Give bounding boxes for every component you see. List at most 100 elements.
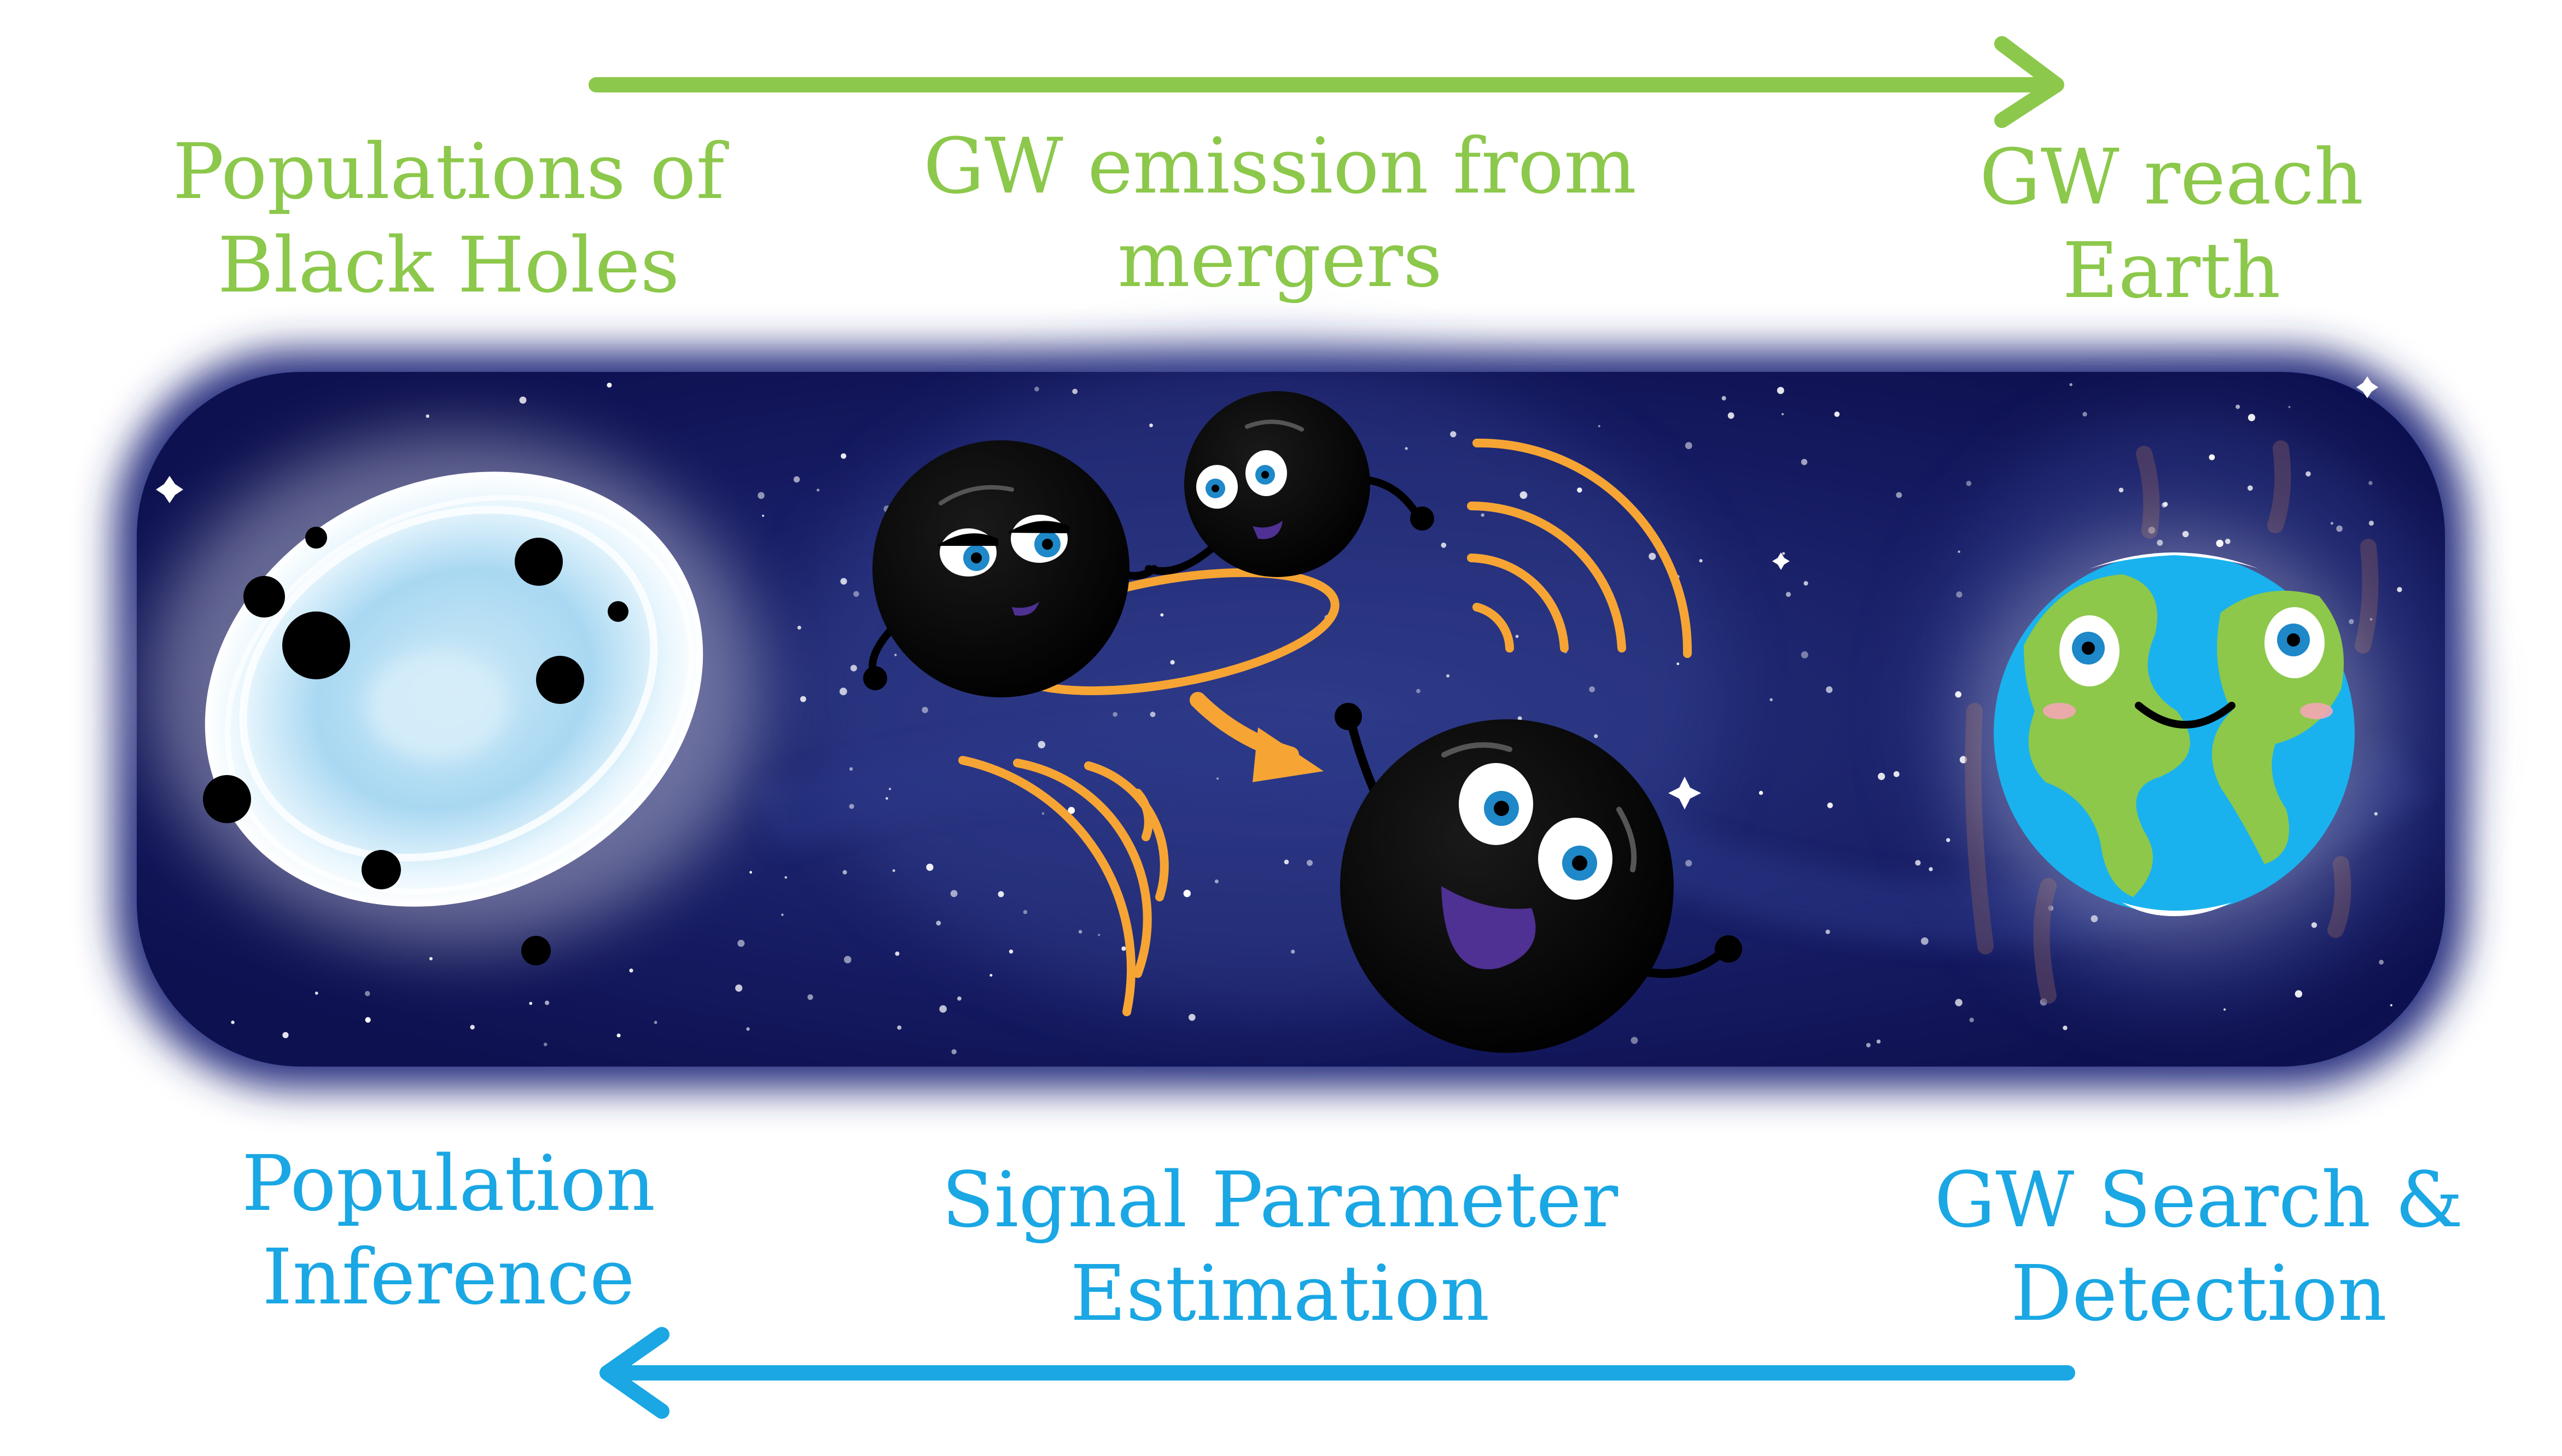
star — [1929, 867, 1933, 871]
star — [2069, 383, 2072, 386]
star — [1416, 689, 1420, 694]
star — [842, 870, 847, 875]
star — [2336, 525, 2343, 532]
star — [2368, 481, 2373, 485]
star — [1034, 386, 1039, 392]
star — [749, 871, 752, 874]
star — [2082, 412, 2087, 417]
star — [2247, 413, 2256, 422]
star — [1958, 550, 1960, 553]
star — [1955, 999, 1963, 1006]
star — [735, 984, 743, 992]
star — [1170, 660, 1175, 665]
label-population-inference: Population Inference — [120, 1138, 777, 1325]
star — [1113, 712, 1117, 717]
star — [616, 1033, 621, 1038]
star — [1441, 543, 1447, 548]
label-parameter-estimation: Signal Parameter Estimation — [897, 1154, 1663, 1341]
star — [1149, 423, 1153, 428]
star — [1041, 812, 1045, 815]
star — [1481, 513, 1484, 517]
star — [2063, 1026, 2068, 1030]
star — [2305, 471, 2311, 477]
star — [850, 665, 857, 672]
star — [784, 876, 787, 879]
star — [2390, 1004, 2392, 1006]
star — [1786, 592, 1791, 597]
arrow-left-icon — [599, 1327, 2075, 1419]
star — [1826, 686, 1833, 693]
star — [892, 869, 895, 872]
label-emission-line2: mergers — [1117, 215, 1442, 305]
label-population-inference-line2: Inference — [262, 1232, 635, 1322]
star — [1769, 698, 1773, 702]
star — [897, 1025, 902, 1030]
star — [1649, 552, 1656, 560]
star — [1915, 860, 1921, 866]
star — [1216, 777, 1219, 780]
label-search-detection-line1: GW Search & — [1934, 1156, 2464, 1245]
arrow-right-icon — [589, 36, 2064, 128]
star — [839, 688, 847, 696]
star — [1214, 879, 1219, 884]
star — [1946, 838, 1950, 842]
star — [2163, 502, 2168, 507]
star — [2288, 406, 2291, 409]
star — [793, 476, 800, 483]
star — [1519, 491, 1528, 499]
star — [758, 492, 765, 499]
star — [1721, 396, 1726, 401]
star — [529, 1001, 533, 1005]
star — [939, 1005, 947, 1013]
label-population-inference-line1: Population — [241, 1139, 656, 1228]
star — [1009, 950, 1014, 954]
star — [315, 991, 318, 995]
star — [1098, 934, 1101, 936]
star — [1284, 859, 1289, 865]
star — [1699, 559, 1703, 563]
star — [800, 696, 806, 702]
star — [926, 864, 934, 871]
star — [2368, 520, 2374, 526]
star — [2379, 959, 2384, 965]
star — [797, 626, 801, 630]
star — [1782, 552, 1785, 555]
star — [1676, 662, 1680, 666]
sparkle-icon — [156, 376, 2378, 809]
star — [1827, 802, 1833, 808]
label-emission: GW emission from mergers — [897, 120, 1663, 307]
star — [519, 397, 527, 404]
star — [998, 891, 1004, 898]
gravitational-wave-icon — [1467, 438, 1692, 658]
star — [1291, 950, 1295, 954]
star — [1866, 1043, 1871, 1047]
star — [2330, 522, 2333, 525]
star — [629, 968, 633, 972]
star — [2374, 812, 2378, 816]
star — [1727, 412, 1734, 419]
star — [1801, 459, 1808, 465]
star — [1759, 790, 1763, 795]
star — [762, 515, 765, 517]
label-parameter-estimation-line1: Signal Parameter — [941, 1156, 1618, 1245]
star — [1893, 771, 1900, 777]
star — [1307, 860, 1313, 866]
star — [1189, 1014, 1196, 1021]
star — [1183, 889, 1191, 898]
star — [1450, 431, 1457, 438]
star — [807, 994, 813, 1000]
gravitational-wave-icon — [958, 756, 1169, 1016]
earth-icon — [1966, 525, 2382, 941]
star — [957, 996, 962, 1001]
star — [1446, 674, 1450, 678]
star — [2397, 587, 2402, 592]
star — [470, 1024, 475, 1030]
star — [1801, 651, 1808, 659]
star — [1803, 581, 1808, 586]
star — [2235, 404, 2240, 409]
star — [2311, 922, 2318, 928]
star — [426, 414, 429, 418]
star — [1685, 442, 1692, 450]
star — [1515, 634, 1519, 638]
